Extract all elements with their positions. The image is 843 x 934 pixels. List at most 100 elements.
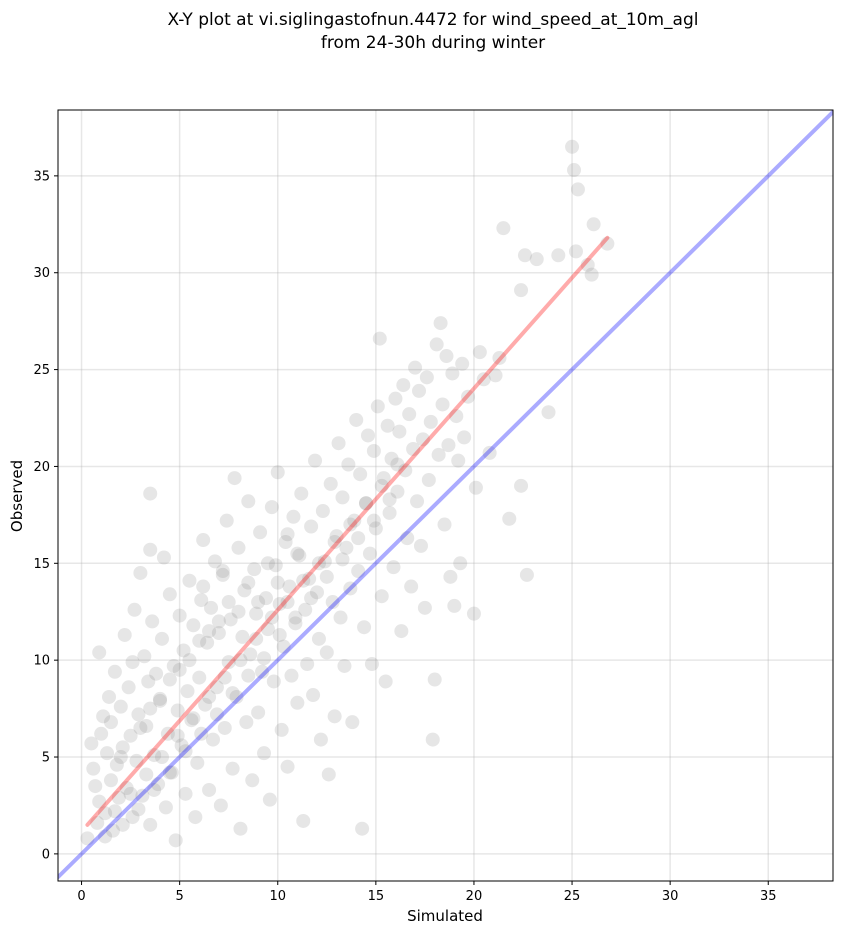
- data-point: [431, 447, 446, 462]
- data-point: [421, 473, 436, 488]
- data-point: [133, 720, 148, 735]
- data-point: [514, 478, 529, 493]
- data-point: [280, 595, 295, 610]
- data-point: [445, 366, 460, 381]
- data-point: [249, 631, 264, 646]
- data-point: [290, 695, 305, 710]
- series-line-11: [58, 110, 833, 880]
- data-point: [198, 697, 213, 712]
- data-point: [453, 556, 468, 571]
- data-point: [412, 383, 427, 398]
- data-point: [135, 788, 150, 803]
- data-point: [359, 496, 374, 511]
- data-point: [461, 389, 476, 404]
- chart-title-line-2: from 24-30h during winter: [321, 33, 545, 53]
- data-point: [429, 337, 444, 352]
- data-point: [355, 821, 370, 836]
- x-axis-ticks: 0 5 10 15 20 25 30 35: [77, 881, 777, 904]
- data-point: [109, 757, 124, 772]
- data-point: [568, 244, 583, 259]
- data-point: [235, 629, 250, 644]
- data-point: [211, 626, 226, 641]
- data-point: [351, 564, 366, 579]
- data-point: [149, 666, 164, 681]
- data-point: [206, 732, 220, 747]
- data-point: [368, 521, 383, 536]
- data-point: [437, 517, 452, 532]
- data-point: [196, 579, 211, 594]
- data-point: [349, 412, 364, 427]
- data-point: [160, 726, 175, 741]
- data-point: [133, 565, 148, 580]
- data-point: [331, 436, 346, 451]
- data-point: [211, 614, 226, 629]
- data-point: [468, 480, 483, 495]
- data-point: [194, 726, 209, 741]
- data-point: [270, 575, 285, 590]
- data-point: [435, 397, 450, 412]
- data-point: [260, 556, 275, 571]
- data-point: [227, 471, 242, 486]
- data-point: [284, 668, 299, 683]
- data-point: [131, 707, 146, 722]
- data-point: [186, 618, 201, 633]
- data-point: [180, 684, 195, 699]
- data-point: [372, 331, 387, 346]
- data-point: [270, 465, 285, 480]
- data-point: [419, 370, 434, 385]
- data-point: [502, 511, 517, 526]
- chart-title: X-Y plot at vi.siglingastofnun.4472 for …: [167, 10, 698, 53]
- data-point: [103, 773, 118, 788]
- data-point: [249, 606, 264, 621]
- data-point: [123, 728, 138, 743]
- data-point: [217, 720, 232, 735]
- data-point: [329, 529, 344, 544]
- data-point: [321, 767, 336, 782]
- data-point: [311, 631, 326, 646]
- data-point: [262, 792, 277, 807]
- data-point: [272, 627, 287, 642]
- x-tick-label: 15: [368, 889, 385, 904]
- data-point: [519, 567, 534, 582]
- plot-area: [57, 109, 834, 882]
- data-point: [178, 786, 193, 801]
- x-tick-label: 20: [466, 889, 483, 904]
- data-point: [351, 531, 366, 546]
- data-point: [143, 542, 158, 557]
- data-point: [306, 688, 321, 703]
- data-point: [141, 674, 156, 689]
- x-tick-label: 25: [564, 889, 581, 904]
- data-point: [584, 267, 599, 282]
- data-point: [382, 492, 397, 507]
- data-point: [156, 550, 171, 565]
- data-point: [339, 540, 354, 555]
- data-point: [143, 701, 158, 716]
- data-point: [153, 691, 168, 706]
- data-point: [119, 781, 134, 796]
- data-point: [343, 581, 358, 596]
- data-point: [404, 579, 419, 594]
- data-point: [215, 564, 230, 579]
- plot-background: [58, 110, 833, 881]
- data-point: [172, 608, 187, 623]
- data-point: [251, 595, 266, 610]
- data-point: [217, 670, 232, 685]
- data-point: [100, 746, 115, 761]
- data-point: [551, 248, 566, 263]
- data-point: [313, 732, 328, 747]
- data-point: [402, 407, 417, 422]
- y-tick-label: 15: [33, 557, 50, 572]
- data-point: [298, 602, 313, 617]
- data-point: [162, 765, 177, 780]
- data-point: [229, 689, 244, 704]
- data-point: [449, 409, 464, 424]
- data-point: [153, 693, 168, 708]
- data-point: [319, 645, 334, 660]
- data-point: [86, 761, 101, 776]
- data-point: [98, 806, 113, 821]
- data-point: [174, 738, 189, 753]
- data-point: [88, 779, 103, 794]
- data-point: [390, 457, 405, 472]
- data-point: [147, 782, 162, 797]
- data-point: [117, 627, 132, 642]
